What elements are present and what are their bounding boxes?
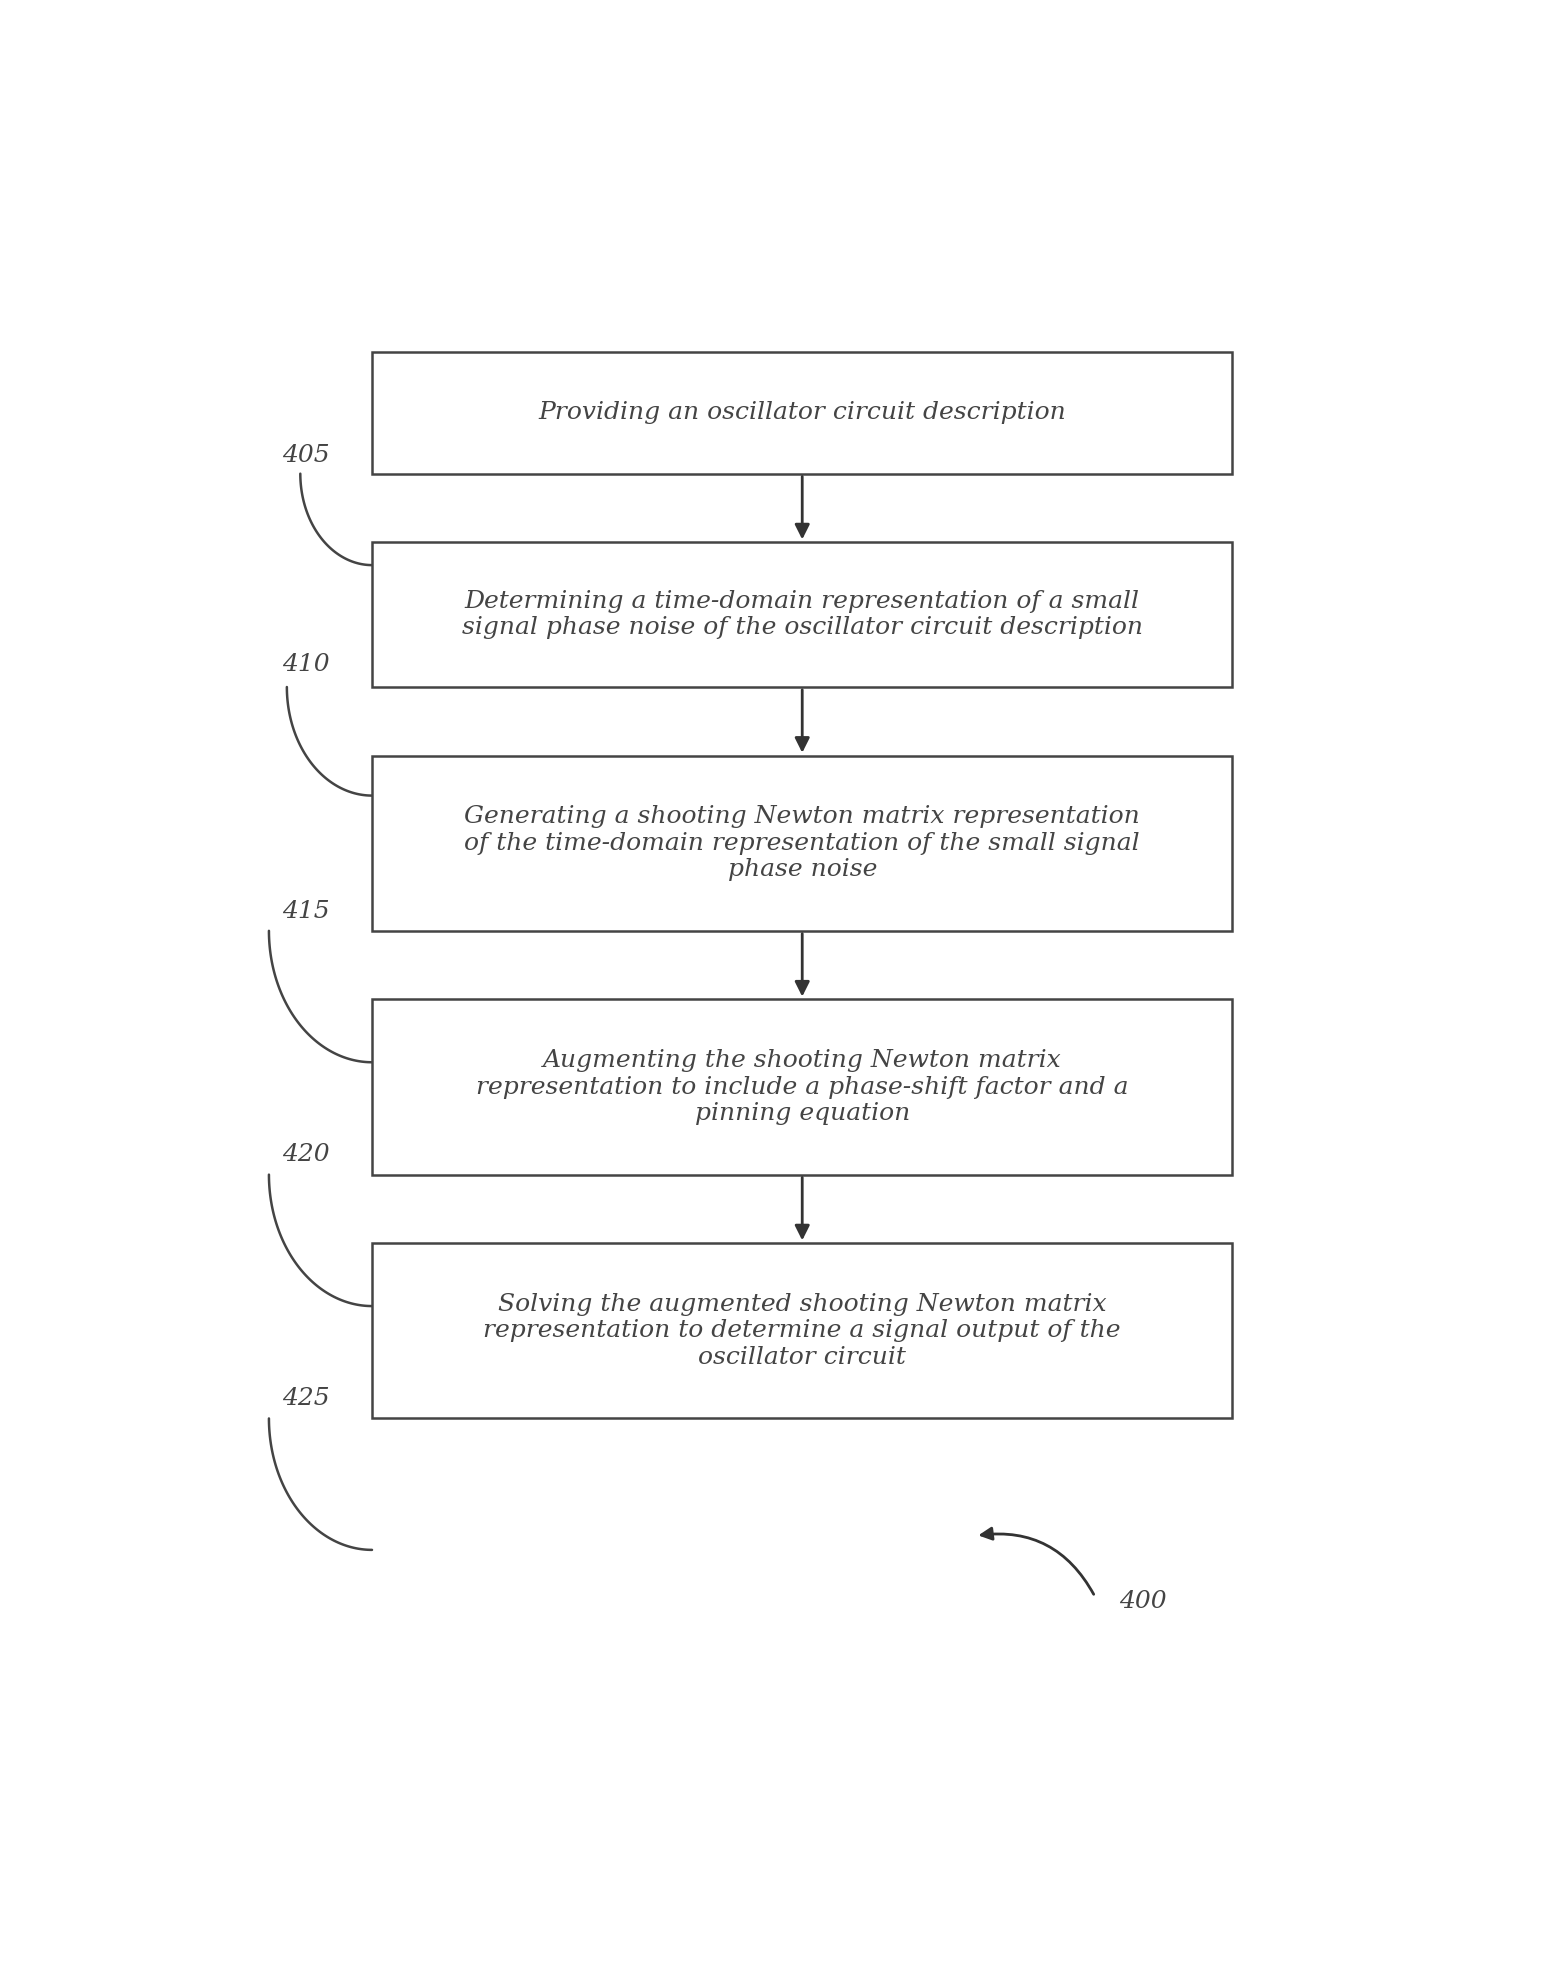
Text: Providing an oscillator circuit description: Providing an oscillator circuit descript… bbox=[538, 402, 1066, 424]
FancyBboxPatch shape bbox=[372, 542, 1232, 687]
Text: 415: 415 bbox=[282, 900, 330, 922]
Text: 420: 420 bbox=[282, 1144, 330, 1166]
FancyBboxPatch shape bbox=[372, 1243, 1232, 1419]
FancyBboxPatch shape bbox=[372, 352, 1232, 473]
FancyBboxPatch shape bbox=[372, 999, 1232, 1176]
Text: 425: 425 bbox=[282, 1387, 330, 1411]
Text: 405: 405 bbox=[282, 443, 330, 467]
Text: Determining a time-domain representation of a small
signal phase noise of the os: Determining a time-domain representation… bbox=[461, 590, 1143, 639]
Text: 410: 410 bbox=[282, 653, 330, 675]
Text: Generating a shooting Newton matrix representation
of the time-domain representa: Generating a shooting Newton matrix repr… bbox=[464, 805, 1140, 881]
Text: Solving the augmented shooting Newton matrix
representation to determine a signa: Solving the augmented shooting Newton ma… bbox=[484, 1292, 1121, 1369]
Text: Augmenting the shooting Newton matrix
representation to include a phase-shift fa: Augmenting the shooting Newton matrix re… bbox=[476, 1049, 1129, 1126]
Text: 400: 400 bbox=[1119, 1589, 1167, 1613]
FancyBboxPatch shape bbox=[372, 756, 1232, 930]
